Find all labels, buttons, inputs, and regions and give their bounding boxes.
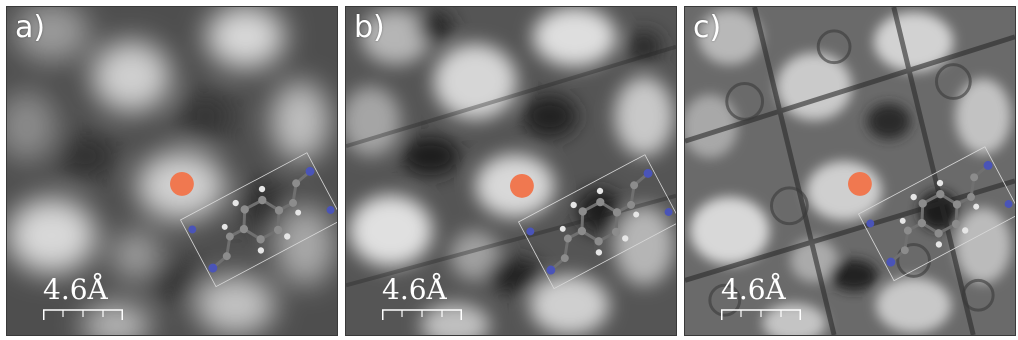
molecule-overlay-a bbox=[179, 152, 337, 288]
panel-label-b: b) bbox=[354, 10, 385, 45]
molecule-overlay-b bbox=[518, 154, 676, 290]
scale-bar-a: 4.6Å bbox=[43, 275, 123, 325]
molecule-overlay-c bbox=[857, 146, 1015, 282]
panel-label-c: c) bbox=[693, 10, 722, 45]
scale-bar-b: 4.6Å bbox=[382, 275, 462, 325]
marker-dot-b bbox=[510, 173, 534, 198]
marker-dot-c bbox=[848, 171, 872, 196]
panel-label-a: a) bbox=[15, 10, 46, 45]
scale-bar-text-c: 4.6Å bbox=[721, 273, 786, 306]
panel-b: b) 4.6Å bbox=[345, 6, 677, 336]
panel-a: a) 4.6Å bbox=[6, 6, 338, 336]
scale-bar-text-b: 4.6Å bbox=[382, 273, 447, 306]
scale-ruler-c bbox=[721, 309, 801, 320]
stm-image-a bbox=[7, 7, 337, 335]
marker-dot-a bbox=[170, 171, 194, 196]
scale-ruler-a bbox=[43, 309, 123, 320]
panel-c: c) 4.6Å bbox=[684, 6, 1016, 336]
scale-bar-c: 4.6Å bbox=[721, 275, 801, 325]
scale-ruler-b bbox=[382, 309, 462, 320]
stm-image-c bbox=[685, 7, 1015, 335]
stm-image-b bbox=[346, 7, 676, 335]
scale-bar-text-a: 4.6Å bbox=[43, 273, 108, 306]
